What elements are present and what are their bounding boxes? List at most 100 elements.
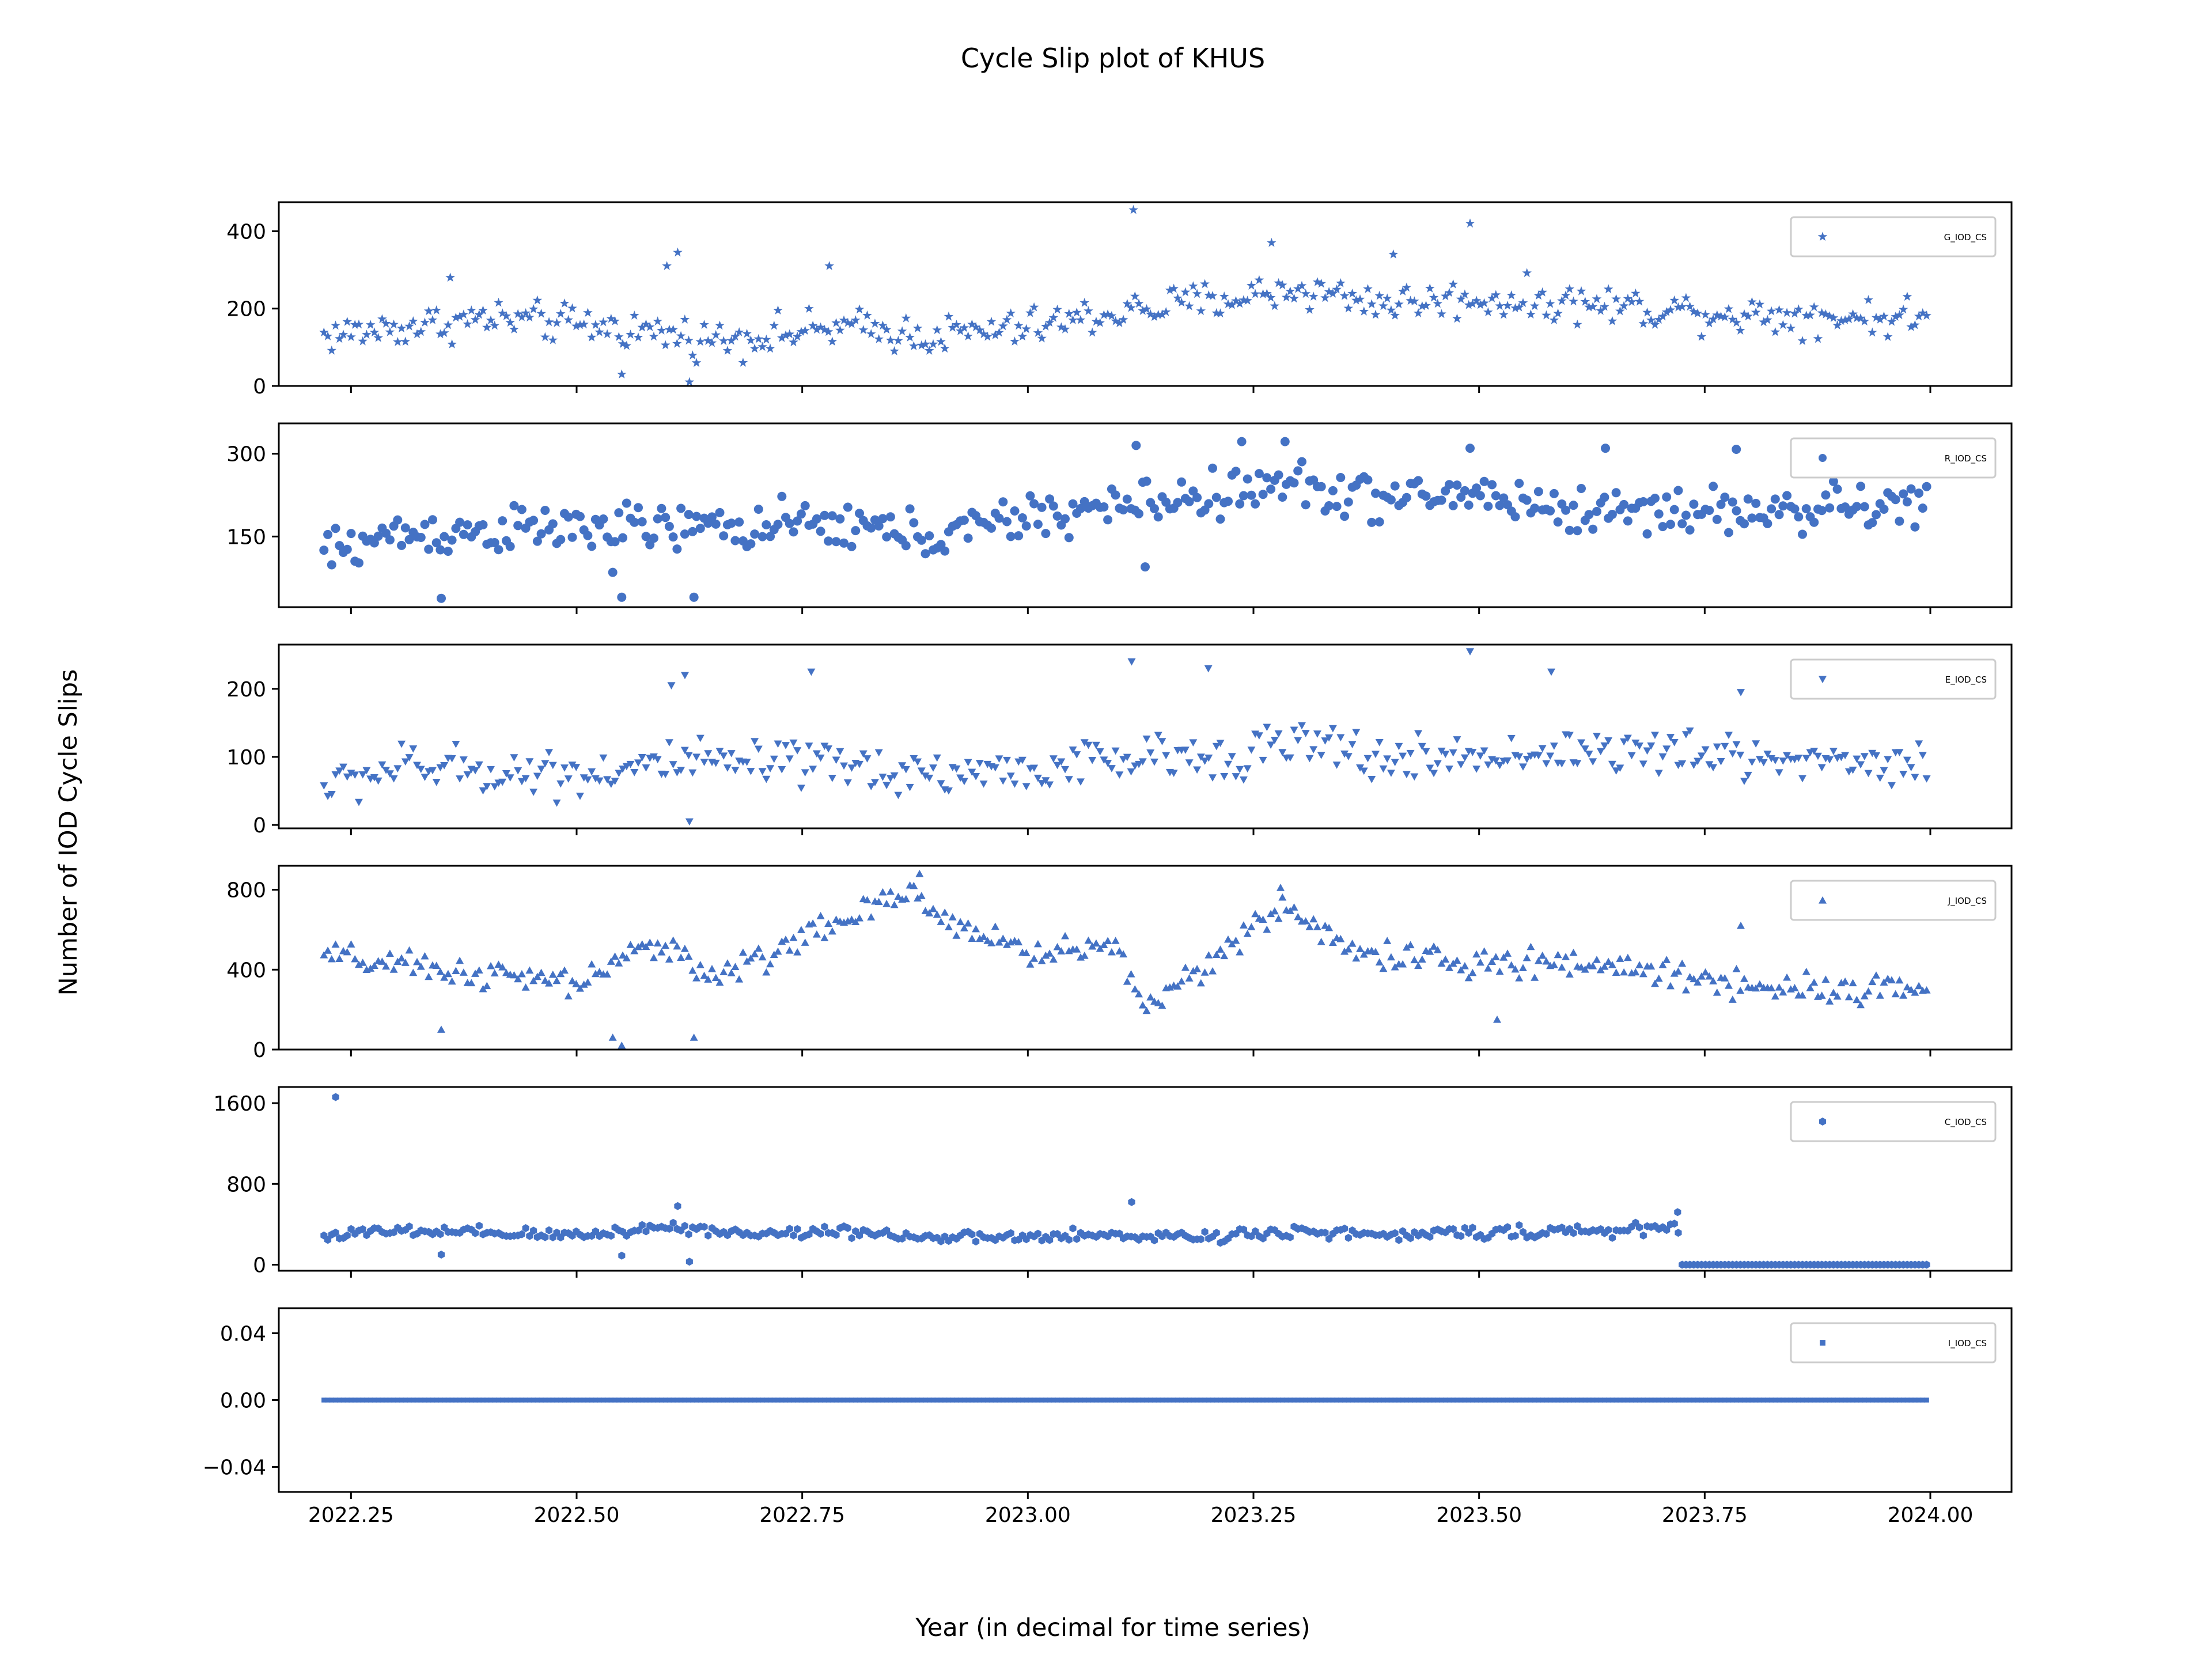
- data-point: [630, 946, 639, 955]
- data-point: [626, 941, 635, 948]
- data-point: [735, 975, 744, 983]
- data-point: [593, 1397, 599, 1403]
- data-point: [691, 358, 702, 368]
- data-point: [327, 790, 336, 798]
- data-point: [642, 942, 650, 950]
- data-point: [1685, 727, 1694, 735]
- data-point: [757, 342, 767, 351]
- data-point: [1801, 310, 1812, 320]
- data-point: [1906, 321, 1916, 331]
- data-point: [1547, 1397, 1553, 1403]
- data-point: [583, 308, 593, 317]
- data-point: [1366, 299, 1377, 309]
- data-point: [1835, 1397, 1840, 1403]
- data-point: [1645, 1397, 1650, 1403]
- data-point: [703, 336, 713, 345]
- data-point: [1853, 995, 1861, 1003]
- data-point: [608, 1397, 613, 1403]
- data-point: [1694, 978, 1702, 986]
- data-point: [1274, 470, 1283, 480]
- data-point: [1080, 739, 1089, 747]
- data-point: [734, 327, 744, 336]
- data-point: [1452, 480, 1462, 490]
- data-point: [1060, 324, 1070, 334]
- data-point: [858, 325, 869, 334]
- data-point: [1636, 1223, 1643, 1232]
- data-point: [1695, 1397, 1700, 1403]
- data-point: [1685, 301, 1695, 311]
- data-point: [823, 327, 834, 336]
- data-point: [329, 1397, 334, 1403]
- axes-frame: [278, 201, 2013, 387]
- data-point: [1641, 1397, 1646, 1403]
- data-point: [1526, 309, 1536, 319]
- data-point-outlier: [824, 261, 834, 270]
- data-point: [1251, 499, 1260, 509]
- data-point: [1135, 760, 1143, 768]
- data-point: [977, 1397, 982, 1403]
- axes-frame: [278, 643, 2013, 830]
- data-point: [1817, 764, 1826, 772]
- data-point: [1887, 316, 1897, 326]
- data-point: [483, 982, 491, 990]
- data-point: [793, 948, 802, 956]
- data-point: [607, 957, 615, 965]
- data-point: [604, 1397, 610, 1403]
- y-tick-label: −0.04: [203, 1456, 266, 1480]
- data-point: [1336, 934, 1345, 942]
- data-point: [1532, 1397, 1537, 1403]
- data-point-outlier: [685, 818, 694, 826]
- data-point: [997, 1397, 1002, 1403]
- data-point: [940, 343, 950, 353]
- data-point: [786, 1225, 793, 1233]
- data-point: [1332, 762, 1341, 769]
- data-point: [1262, 473, 1272, 483]
- data-point: [1371, 948, 1380, 956]
- data-point: [820, 324, 830, 334]
- data-point: [517, 505, 527, 514]
- data-point: [1546, 752, 1555, 760]
- data-point: [1301, 730, 1310, 737]
- data-point: [1377, 1397, 1382, 1403]
- data-point: [1586, 1397, 1592, 1403]
- data-point: [1414, 476, 1423, 486]
- data-point: [428, 515, 437, 525]
- data-point: [432, 778, 441, 786]
- data-point: [1510, 512, 1520, 522]
- data-point: [1370, 309, 1381, 319]
- data-point: [1093, 1397, 1099, 1403]
- data-point: [1037, 957, 1046, 964]
- data-point: [505, 541, 515, 551]
- data-point: [1175, 1397, 1180, 1403]
- data-point: [595, 968, 604, 975]
- data-point: [924, 346, 934, 355]
- data-point: [1815, 1397, 1821, 1403]
- data-point: [1274, 278, 1283, 287]
- data-point: [380, 1397, 385, 1403]
- data-point: [1010, 506, 1020, 516]
- data-point: [785, 755, 794, 763]
- data-point: [1367, 517, 1377, 527]
- data-point: [1055, 1397, 1060, 1403]
- data-point: [1594, 1397, 1600, 1403]
- data-point: [1805, 310, 1815, 320]
- data-point: [1895, 516, 1904, 526]
- data-point: [432, 961, 441, 969]
- data-point: [874, 749, 883, 757]
- data-point: [1216, 945, 1225, 953]
- data-point: [1489, 1397, 1495, 1403]
- data-point: [1604, 957, 1613, 965]
- data-point: [1252, 1227, 1259, 1236]
- data-point: [1749, 1397, 1755, 1403]
- data-point: [522, 1224, 529, 1232]
- data-point: [544, 317, 554, 327]
- data-point: [1297, 281, 1307, 290]
- data-point: [1117, 1397, 1122, 1403]
- data-point: [1410, 956, 1419, 964]
- data-point: [1224, 760, 1232, 768]
- data-point: [1309, 746, 1318, 753]
- data-point: [1301, 500, 1310, 510]
- legend: I_IOD_CS: [1790, 1322, 1997, 1363]
- data-point: [1437, 747, 1446, 755]
